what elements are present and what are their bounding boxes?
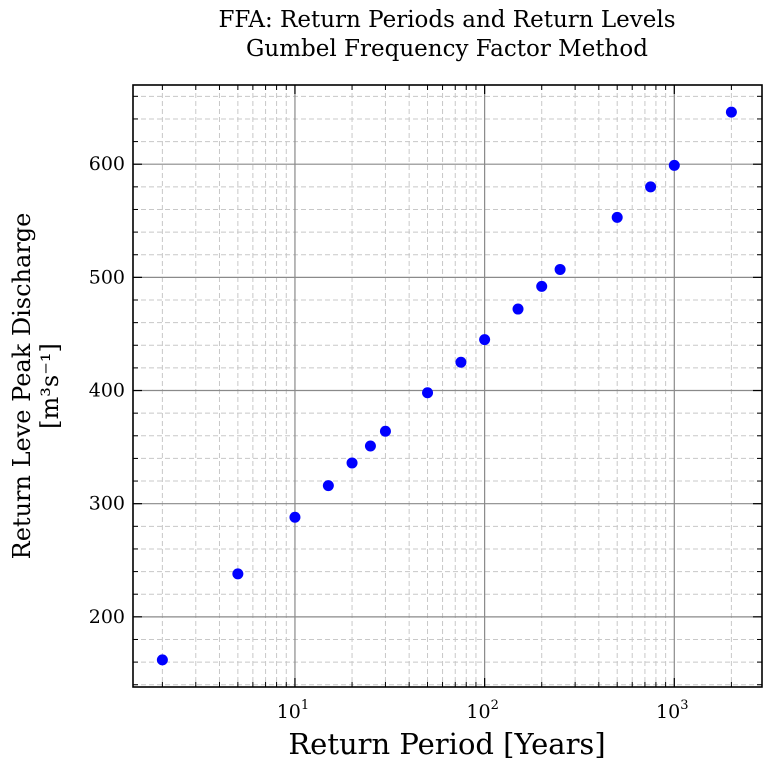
major-grid	[133, 85, 762, 687]
data-point	[536, 280, 548, 292]
y-tick-labels: 200 300 400 500 600	[89, 153, 125, 628]
data-point	[422, 387, 434, 399]
y-tick-label: 600	[89, 153, 125, 175]
data-point	[156, 654, 168, 666]
data-point	[289, 511, 301, 523]
data-point	[512, 303, 524, 315]
plot-frame	[132, 84, 763, 688]
x-tick-label: 103	[656, 698, 688, 723]
data-point	[725, 106, 737, 118]
y-tick-label: 400	[89, 380, 125, 402]
data-point	[479, 334, 491, 346]
data-point	[322, 480, 334, 492]
chart-title: FFA: Return Periods and Return Levels	[218, 7, 675, 33]
axis-ticks	[133, 85, 762, 687]
y-tick-label: 500	[89, 266, 125, 288]
y-axis-unit: [m³s⁻¹]	[36, 343, 64, 429]
data-points	[156, 106, 737, 666]
data-point	[232, 568, 244, 580]
y-tick-label: 300	[89, 493, 125, 515]
x-tick-labels: 101 102 103	[277, 698, 689, 723]
data-point	[455, 356, 467, 368]
data-point	[379, 425, 391, 437]
data-point	[364, 440, 376, 452]
x-axis-label: Return Period [Years]	[288, 727, 605, 761]
data-point	[346, 457, 358, 469]
data-point	[668, 159, 680, 171]
data-point	[645, 181, 657, 193]
x-tick-label: 102	[466, 698, 498, 723]
x-tick-label: 101	[277, 698, 309, 723]
data-point	[554, 263, 566, 275]
y-tick-label: 200	[89, 606, 125, 628]
minor-grid	[133, 85, 762, 687]
data-point	[611, 211, 623, 223]
y-axis-label: Return Leve Peak Discharge	[8, 213, 36, 560]
chart-subtitle: Gumbel Frequency Factor Method	[246, 36, 648, 62]
